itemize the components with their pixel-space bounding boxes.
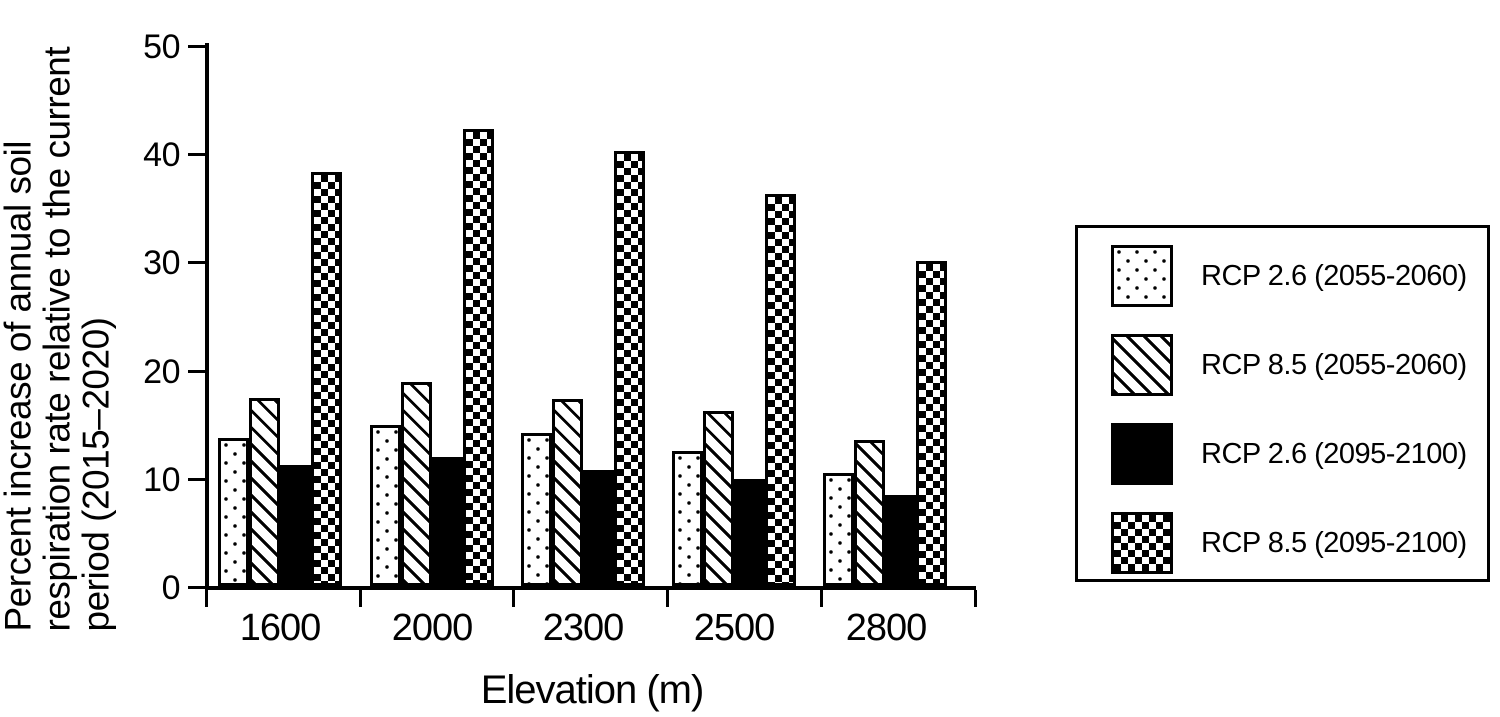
y-axis-tick-label: 40	[143, 136, 180, 175]
legend-swatch-dots	[1111, 245, 1173, 307]
x-axis-tick	[666, 590, 669, 607]
bar-2500-checkerboard	[765, 194, 796, 586]
bar-2800-checkerboard	[916, 261, 947, 586]
legend-box: RCP 2.6 (2055-2060) RCP 8.5 (2055-2060) RC…	[1075, 225, 1490, 582]
bar-2800-solid-black	[885, 495, 916, 586]
x-axis-tick-label: 2300	[542, 607, 625, 649]
x-axis-tick	[512, 590, 515, 607]
bar-1600-solid-black	[280, 465, 311, 586]
y-axis-title-line-2: respiration rate relative to the current	[36, 46, 78, 632]
x-axis-tick	[359, 590, 362, 607]
x-axis-tick-label: 2000	[391, 607, 474, 649]
y-axis-tick	[188, 477, 205, 481]
y-axis-title: Percent increase of annual soil respirat…	[0, 0, 117, 632]
y-axis-tick-label: 30	[143, 244, 180, 283]
legend-item: RCP 2.6 (2055-2060)	[1078, 245, 1487, 307]
bar-2500-dots	[672, 451, 703, 586]
legend-item: RCP 8.5 (2055-2060)	[1078, 334, 1487, 396]
bar-2500-solid-black	[734, 479, 765, 586]
legend-label: RCP 2.6 (2095-2100)	[1201, 438, 1467, 470]
bar-1600-diagonal-stripes	[249, 398, 280, 586]
bar-1600-checkerboard	[311, 172, 342, 586]
y-axis-tick-label: 20	[143, 352, 180, 391]
bar-2000-diagonal-stripes	[401, 382, 432, 586]
y-axis-tick	[188, 369, 205, 373]
legend-swatch-diagonal-stripes	[1111, 334, 1173, 396]
legend-item: RCP 8.5 (2095-2100)	[1078, 512, 1487, 574]
x-axis-tick	[820, 590, 823, 607]
y-axis-tick	[188, 45, 205, 48]
legend-swatch-checkerboard	[1111, 512, 1173, 574]
y-axis-tick	[188, 153, 205, 157]
x-axis-tick-label: 2800	[845, 607, 928, 649]
y-axis-tick-label: 10	[143, 460, 180, 499]
bar-2300-checkerboard	[614, 151, 645, 586]
legend-label: RCP 8.5 (2095-2100)	[1201, 527, 1467, 559]
y-axis-spine	[205, 43, 209, 590]
legend-item: RCP 2.6 (2095-2100)	[1078, 423, 1487, 485]
x-axis-spine	[205, 586, 976, 590]
x-axis-tick	[974, 590, 977, 607]
legend-label: RCP 8.5 (2055-2060)	[1201, 349, 1467, 381]
legend-swatch-solid-black	[1111, 423, 1173, 485]
bar-2300-dots	[521, 433, 552, 586]
legend-label: RCP 2.6 (2055-2060)	[1201, 260, 1467, 292]
bar-2000-checkerboard	[463, 129, 494, 586]
y-axis-title-line-3: period (2015–2020)	[75, 317, 117, 632]
bar-2800-diagonal-stripes	[854, 440, 885, 586]
x-axis-tick-label: 1600	[239, 607, 322, 649]
bar-1600-dots	[218, 438, 249, 586]
y-axis-title-line-1: Percent increase of annual soil	[0, 141, 39, 632]
x-axis-tick-label: 2500	[693, 607, 776, 649]
bar-2000-solid-black	[432, 457, 463, 586]
bar-2300-solid-black	[583, 470, 614, 586]
y-axis-tick	[188, 586, 205, 589]
bar-2000-dots	[370, 425, 401, 586]
bar-2500-diagonal-stripes	[703, 411, 734, 586]
y-axis-tick	[188, 261, 205, 265]
x-axis-tick	[205, 590, 208, 607]
y-axis-tick-label: 0	[161, 569, 181, 607]
bar-2800-dots	[823, 473, 854, 586]
y-axis-tick-label: 50	[143, 28, 180, 66]
bar-2300-diagonal-stripes	[552, 399, 583, 586]
x-axis-title: Elevation (m)	[480, 668, 705, 712]
